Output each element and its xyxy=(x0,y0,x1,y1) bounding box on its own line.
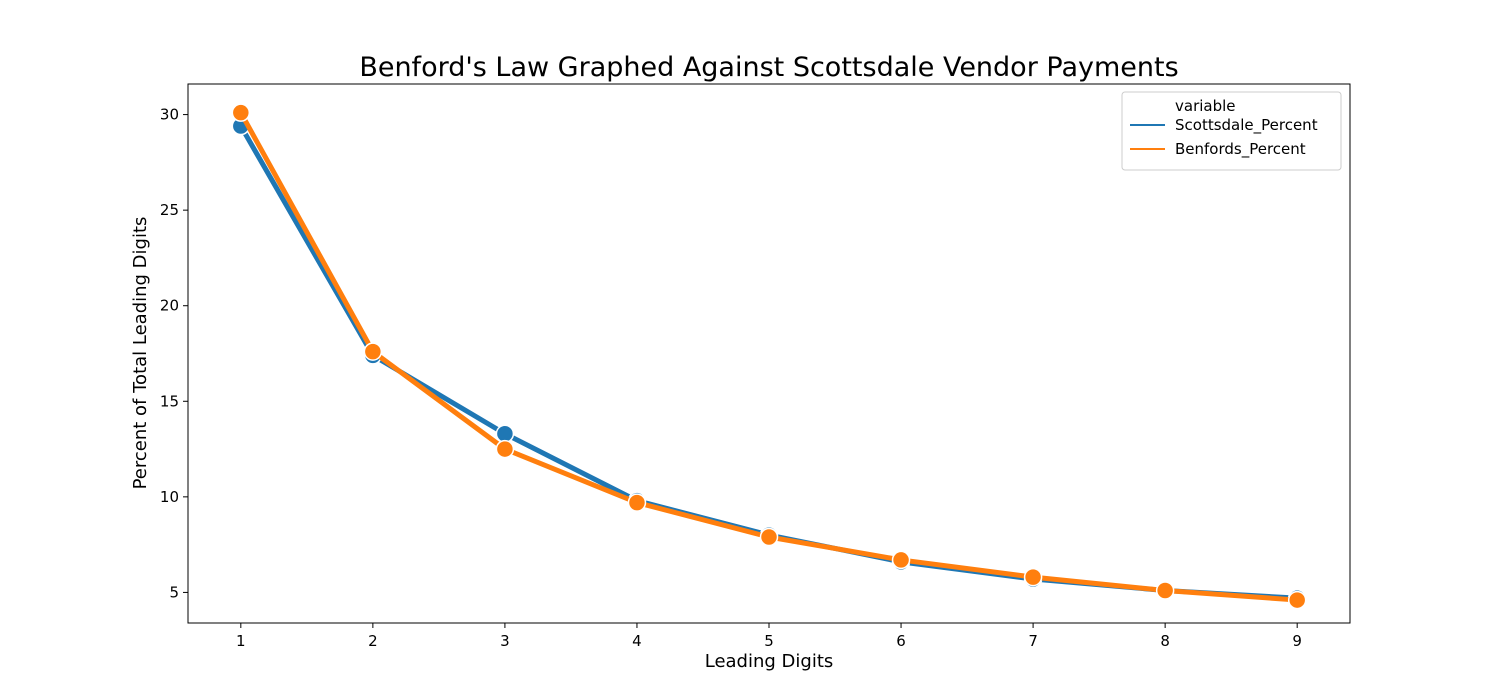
legend: variable Scottsdale_Percent Benfords_Perc… xyxy=(1121,91,1342,171)
data-point xyxy=(1287,590,1307,610)
legend-entry: Benfords_Percent xyxy=(1175,140,1306,159)
y-axis-ticks: 5 10 15 20 25 30 xyxy=(160,106,188,601)
data-point xyxy=(363,342,383,361)
x-axis-ticks: 1 2 3 4 5 6 7 8 9 xyxy=(236,623,1302,650)
data-point xyxy=(495,439,515,459)
y-tick-label: 30 xyxy=(160,106,179,124)
x-axis-label: Leading Digits xyxy=(705,651,834,672)
series-lines xyxy=(231,103,1307,610)
x-tick-label: 3 xyxy=(500,632,510,650)
x-tick-label: 4 xyxy=(632,632,642,650)
y-tick-label: 20 xyxy=(160,297,179,315)
chart-title: Benford's Law Graphed Against Scottsdale… xyxy=(359,52,1178,83)
legend-title: variable xyxy=(1175,97,1236,115)
x-tick-label: 8 xyxy=(1160,632,1170,650)
x-tick-label: 2 xyxy=(368,632,378,650)
legend-box xyxy=(1121,91,1342,171)
data-point xyxy=(1155,581,1175,600)
data-point xyxy=(495,424,515,444)
y-tick-label: 15 xyxy=(160,392,179,410)
data-point xyxy=(231,103,251,122)
y-tick-label: 5 xyxy=(169,583,179,601)
data-point xyxy=(1023,567,1043,587)
legend-entry: Scottsdale_Percent xyxy=(1175,116,1318,135)
x-tick-label: 7 xyxy=(1028,632,1038,650)
x-tick-label: 5 xyxy=(764,632,774,650)
series-benfords-percent xyxy=(231,103,1307,610)
y-axis-label: Percent of Total Leading Digits xyxy=(130,217,151,490)
x-tick-label: 6 xyxy=(896,632,906,650)
y-tick-label: 10 xyxy=(160,488,179,506)
data-point xyxy=(759,527,779,547)
x-tick-label: 1 xyxy=(236,632,246,650)
data-point xyxy=(891,550,911,570)
y-tick-label: 25 xyxy=(160,201,179,219)
x-tick-label: 9 xyxy=(1292,632,1302,650)
data-point xyxy=(627,493,647,512)
